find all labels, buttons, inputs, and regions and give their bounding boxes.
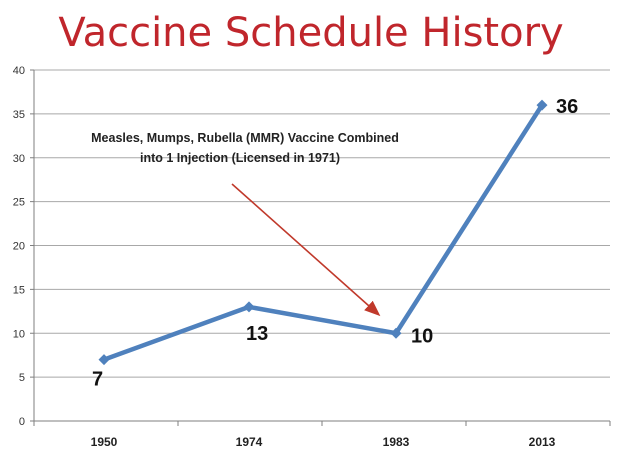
data-label: 10 xyxy=(411,325,433,347)
y-tick-label: 15 xyxy=(13,284,25,296)
series-line-layer xyxy=(101,102,545,362)
data-point-marker xyxy=(390,327,402,339)
x-category-label: 1983 xyxy=(383,435,410,449)
y-tick-label: 25 xyxy=(13,197,25,209)
data-point-marker xyxy=(243,301,255,313)
y-tick-label: 35 xyxy=(13,109,25,121)
y-axis-tick-labels: 0 5 10 15 20 25 30 35 40 xyxy=(13,65,25,428)
y-tick-label: 0 xyxy=(19,416,25,428)
data-point-marker xyxy=(98,354,110,366)
y-tick-label: 5 xyxy=(19,372,25,384)
gridlines xyxy=(30,69,610,422)
data-points xyxy=(98,99,548,366)
data-labels: 7 13 10 36 xyxy=(92,96,578,390)
x-axis-category-labels: 1950 1974 1983 2013 xyxy=(91,435,556,449)
data-point-marker xyxy=(536,99,548,111)
y-tick-label: 30 xyxy=(13,153,25,165)
annotation-arrow xyxy=(231,183,381,317)
x-category-label: 1974 xyxy=(236,435,263,449)
data-label: 36 xyxy=(556,96,578,118)
data-label: 13 xyxy=(246,323,268,345)
annotation-line-1: Measles, Mumps, Rubella (MMR) Vaccine Co… xyxy=(91,131,399,145)
data-label: 7 xyxy=(92,369,103,391)
y-tick-label: 10 xyxy=(13,328,25,340)
annotation-line-2: into 1 Injection (Licensed in 1971) xyxy=(140,151,340,165)
x-category-label: 1950 xyxy=(91,435,118,449)
y-tick-label: 20 xyxy=(13,241,25,253)
annotation: Measles, Mumps, Rubella (MMR) Vaccine Co… xyxy=(91,131,399,317)
y-tick-label: 40 xyxy=(13,65,25,77)
x-category-label: 2013 xyxy=(529,435,556,449)
series-line xyxy=(101,102,545,362)
chart-title: Vaccine Schedule History xyxy=(58,10,563,56)
axes xyxy=(33,70,611,426)
